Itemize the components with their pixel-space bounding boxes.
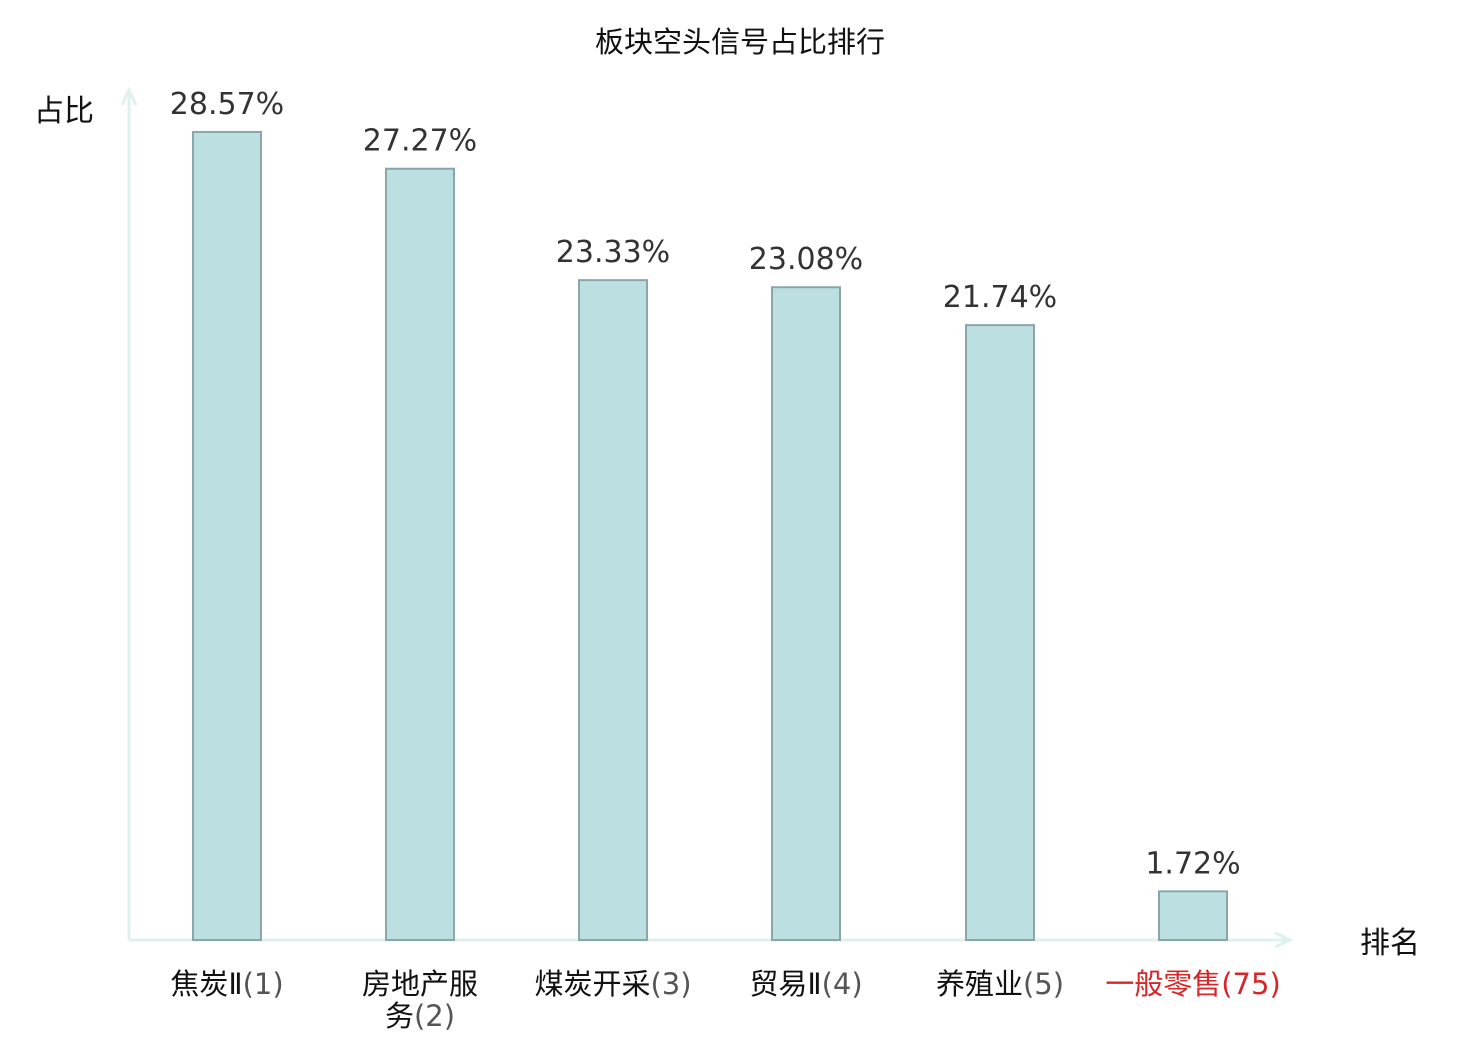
bar-5 — [965, 324, 1035, 942]
category-text: 一般零售(75) — [1105, 967, 1281, 1001]
category-name: 煤炭开采 — [534, 967, 650, 1001]
chart-title: 板块空头信号占比排行 — [595, 25, 885, 59]
category-name: 贸易Ⅱ — [749, 967, 821, 1001]
category-label-1: 焦炭Ⅱ(1) — [170, 967, 283, 1001]
category-text: 焦炭Ⅱ(1) — [170, 967, 283, 1001]
category-rank: (1) — [243, 967, 284, 1001]
value-label-1: 28.57% — [170, 87, 284, 122]
category-text: 煤炭开采(3) — [534, 967, 691, 1001]
value-label-5: 21.74% — [943, 280, 1057, 315]
category-label-4: 贸易Ⅱ(4) — [749, 967, 862, 1001]
category-rank: (4) — [822, 967, 863, 1001]
category-name-cont: 务(2) — [385, 999, 455, 1033]
category-rank: (2) — [414, 999, 455, 1033]
category-rank: (3) — [650, 967, 691, 1001]
category-rank: (5) — [1023, 967, 1064, 1001]
category-name: 房地产服 — [362, 967, 478, 1001]
category-text: 贸易Ⅱ(4) — [749, 967, 862, 1001]
bar-3 — [578, 279, 648, 941]
category-name: 养殖业 — [936, 967, 1023, 1001]
category-label-6: 一般零售(75) — [1105, 967, 1281, 1001]
y-axis-label: 占比 — [34, 94, 94, 129]
category-name: 焦炭Ⅱ — [170, 967, 242, 1001]
x-axis-label: 排名 — [1360, 926, 1420, 961]
bar-4 — [771, 286, 841, 942]
value-labels-group: 28.57% 27.27% 23.33% 23.08% 21.74% 1.72% — [170, 87, 1241, 881]
value-label-3: 23.33% — [556, 235, 670, 270]
category-name: 一般零售 — [1105, 967, 1221, 1001]
bar-6 — [1158, 890, 1228, 941]
bars-group — [192, 130, 1228, 942]
category-rank: (75) — [1221, 967, 1281, 1001]
category-label-5: 养殖业(5) — [936, 967, 1064, 1001]
bar-2 — [385, 167, 455, 941]
value-label-2: 27.27% — [363, 124, 477, 159]
bar-1 — [192, 130, 262, 941]
category-text: 养殖业(5) — [936, 967, 1064, 1001]
category-label-3: 煤炭开采(3) — [534, 967, 691, 1001]
value-label-6: 1.72% — [1145, 846, 1240, 881]
value-label-4: 23.08% — [749, 242, 863, 277]
